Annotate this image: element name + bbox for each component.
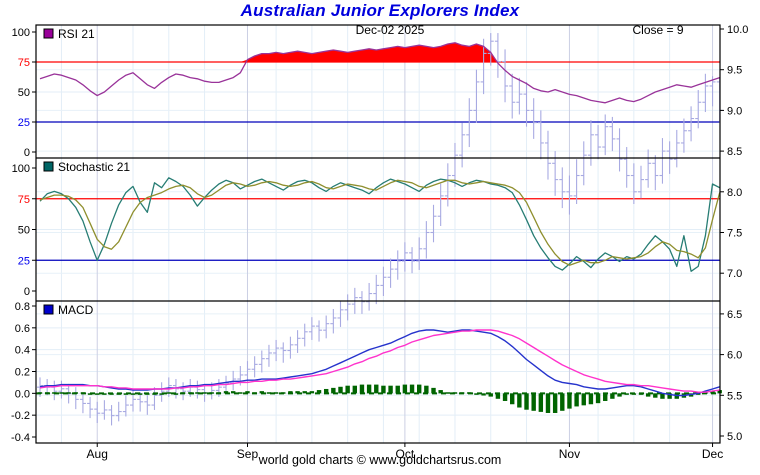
svg-text:7.5: 7.5 — [727, 228, 742, 240]
legend-stochastic-21: Stochastic 21 — [43, 160, 130, 174]
legend-swatch — [43, 28, 54, 39]
svg-text:-0.4: -0.4 — [11, 432, 30, 444]
svg-text:75: 75 — [18, 194, 30, 206]
svg-text:6.0: 6.0 — [727, 350, 742, 362]
svg-text:Oct: Oct — [396, 447, 415, 461]
legend-rsi-21: RSI 21 — [43, 27, 95, 41]
svg-text:100: 100 — [12, 27, 30, 39]
svg-text:0.0: 0.0 — [15, 388, 30, 400]
svg-text:9.0: 9.0 — [727, 105, 742, 117]
svg-text:25: 25 — [18, 117, 30, 129]
svg-text:Nov: Nov — [559, 447, 580, 461]
legend-macd: MACD — [43, 303, 94, 317]
footer-credit: world gold charts © www.goldchartsrus.co… — [258, 453, 502, 467]
svg-text:8.5: 8.5 — [727, 146, 742, 158]
svg-text:5.5: 5.5 — [727, 390, 742, 402]
svg-text:5.0: 5.0 — [727, 431, 742, 443]
close-value-label: Close = 9 — [632, 23, 684, 37]
svg-text:MACD: MACD — [58, 303, 94, 317]
svg-text:9.5: 9.5 — [727, 65, 742, 77]
panel-borders — [35, 24, 721, 444]
last-date-label: Dec-02 2025 — [355, 23, 425, 37]
svg-text:0.4: 0.4 — [15, 345, 30, 357]
svg-text:0: 0 — [24, 147, 30, 159]
legend-swatch — [43, 161, 54, 172]
svg-text:Aug: Aug — [87, 447, 108, 461]
svg-text:Dec: Dec — [702, 447, 723, 461]
svg-text:100: 100 — [12, 163, 30, 175]
svg-text:0: 0 — [24, 286, 30, 298]
svg-text:8.0: 8.0 — [727, 187, 742, 199]
indicator-series — [36, 42, 722, 413]
candlestick-layer — [37, 33, 723, 426]
svg-text:-0.2: -0.2 — [11, 410, 30, 422]
svg-text:50: 50 — [18, 87, 30, 99]
axis-labels: 100 75 50 25 0 100 75 50 25 0 0.8 0.6 0.4 0.2 0.0 -0.2 -… — [11, 24, 748, 461]
svg-text:10.0: 10.0 — [727, 24, 748, 36]
svg-text:Sep: Sep — [237, 447, 259, 461]
svg-text:75: 75 — [18, 57, 30, 69]
page-title: Australian Junior Explorers Index — [240, 1, 520, 20]
svg-text:Stochastic 21: Stochastic 21 — [58, 160, 130, 174]
svg-text:0.2: 0.2 — [15, 367, 30, 379]
svg-text:7.0: 7.0 — [727, 268, 742, 280]
svg-text:50: 50 — [18, 225, 30, 237]
svg-text:25: 25 — [18, 255, 30, 267]
svg-text:RSI 21: RSI 21 — [58, 27, 95, 41]
svg-text:0.8: 0.8 — [15, 301, 30, 313]
svg-text:6.5: 6.5 — [727, 309, 742, 321]
legend-swatch — [43, 304, 54, 315]
svg-text:0.6: 0.6 — [15, 323, 30, 335]
rsi-overbought-fill — [40, 42, 720, 62]
